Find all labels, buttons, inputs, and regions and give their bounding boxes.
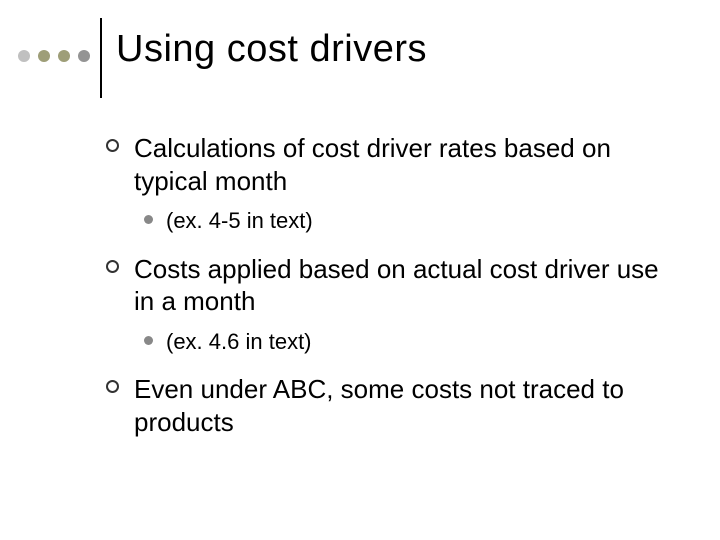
decor-dots <box>18 50 90 62</box>
subbullet-2-text: (ex. 4.6 in text) <box>166 328 674 356</box>
slide-title: Using cost drivers <box>116 28 427 71</box>
bullet-2-text: Costs applied based on actual cost drive… <box>134 253 674 318</box>
ring-bullet-icon <box>106 380 119 393</box>
dot-bullet-icon <box>144 336 153 345</box>
bullet-1-text: Calculations of cost driver rates based … <box>134 132 674 197</box>
decor-dot-4 <box>78 50 90 62</box>
content-area: Calculations of cost driver rates based … <box>134 132 674 446</box>
bullet-1: Calculations of cost driver rates based … <box>134 132 674 235</box>
decor-dot-3 <box>58 50 70 62</box>
dot-bullet-icon <box>144 215 153 224</box>
subbullet-1-text: (ex. 4-5 in text) <box>166 207 674 235</box>
subbullet-2: (ex. 4.6 in text) <box>166 328 674 356</box>
slide: Using cost drivers Calculations of cost … <box>0 0 720 540</box>
bullet-2: Costs applied based on actual cost drive… <box>134 253 674 356</box>
bullet-3-text: Even under ABC, some costs not traced to… <box>134 373 674 438</box>
decor-dot-2 <box>38 50 50 62</box>
decor-dot-1 <box>18 50 30 62</box>
subbullet-1: (ex. 4-5 in text) <box>166 207 674 235</box>
ring-bullet-icon <box>106 260 119 273</box>
ring-bullet-icon <box>106 139 119 152</box>
bullet-3: Even under ABC, some costs not traced to… <box>134 373 674 438</box>
title-divider <box>100 18 102 98</box>
